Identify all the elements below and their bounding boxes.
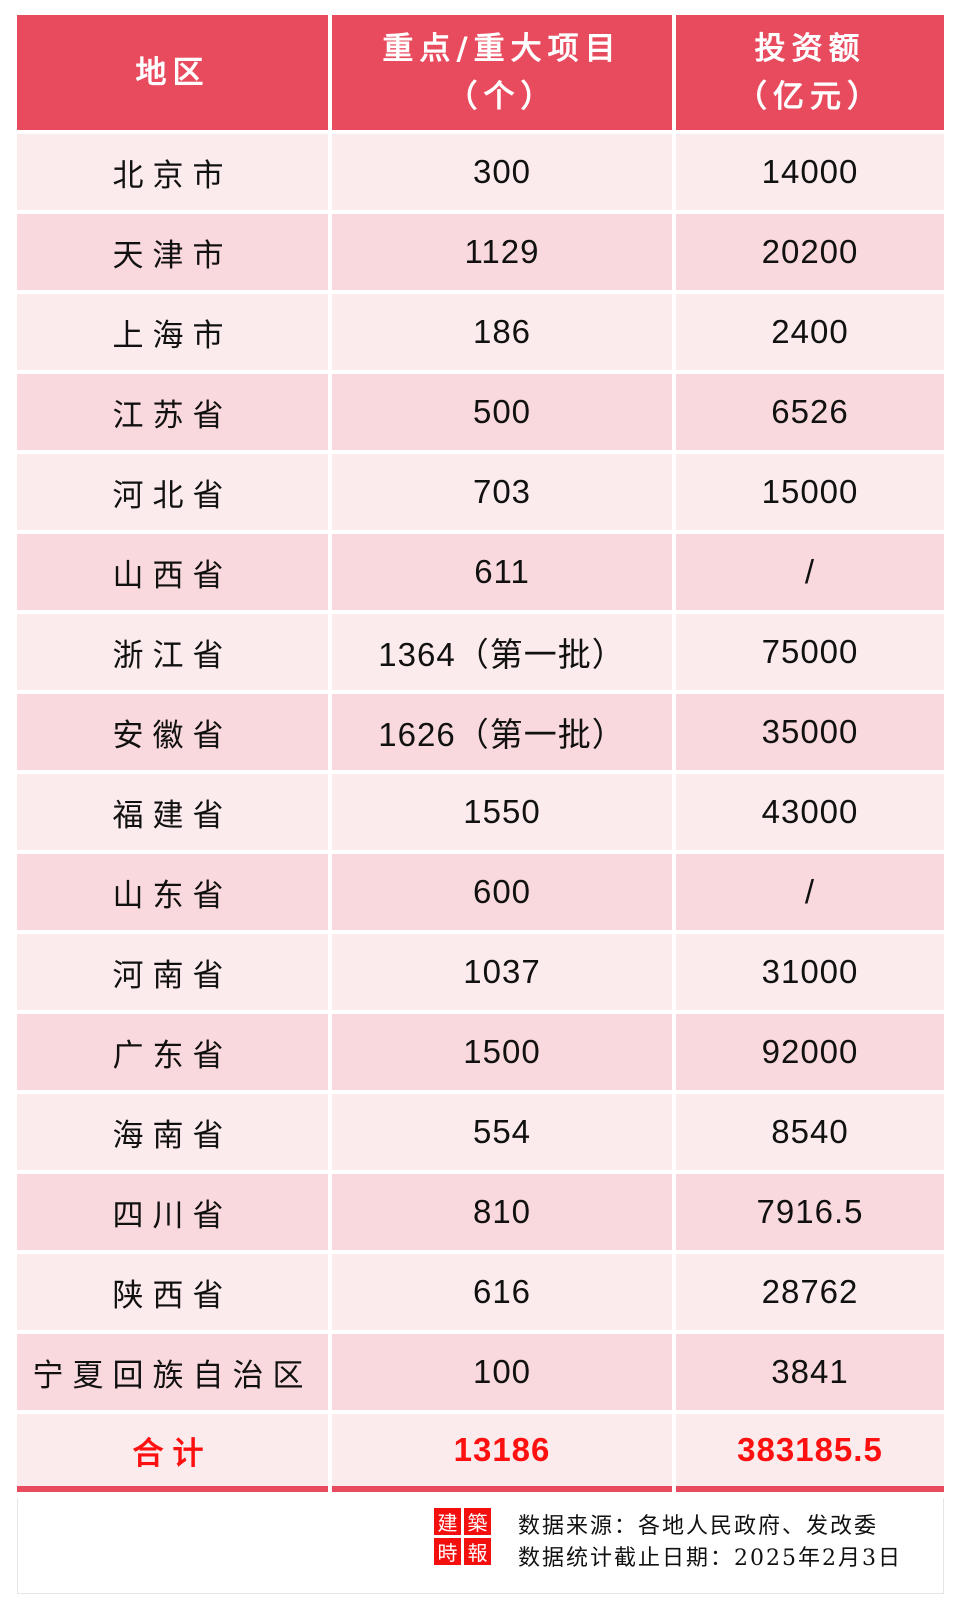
table-row: 安徽省 1626（第一批） 35000 <box>17 694 944 770</box>
header-investment: 投资额 （亿元） <box>676 15 944 130</box>
investment-cell: 8540 <box>676 1094 944 1170</box>
investment-table: 地区 重点/重大项目 （个） 投资额 （亿元） 北京市 300 14000 天津市 11… <box>17 15 944 1492</box>
projects-cell: 554 <box>332 1094 672 1170</box>
investment-cell: 6526 <box>676 374 944 450</box>
region-cell: 山东省 <box>17 854 328 930</box>
table-row: 海南省 554 8540 <box>17 1094 944 1170</box>
investment-cell: 7916.5 <box>676 1174 944 1250</box>
projects-cell: 186 <box>332 294 672 370</box>
investment-cell: 14000 <box>676 134 944 210</box>
table-row: 陕西省 616 28762 <box>17 1254 944 1330</box>
projects-cell: 1500 <box>332 1014 672 1090</box>
investment-cell: 92000 <box>676 1014 944 1090</box>
total-investment: 383185.5 <box>676 1414 944 1492</box>
region-cell: 山西省 <box>17 534 328 610</box>
logo-char: 建 <box>434 1508 461 1535</box>
logo-char: 報 <box>464 1538 491 1565</box>
publisher-logo: 建 築 時 報 <box>434 1508 492 1566</box>
projects-cell: 810 <box>332 1174 672 1250</box>
table-row: 浙江省 1364（第一批） 75000 <box>17 614 944 690</box>
total-label: 合计 <box>17 1414 328 1492</box>
header-region: 地区 <box>17 15 328 130</box>
table-row: 河南省 1037 31000 <box>17 934 944 1010</box>
table-row: 宁夏回族自治区 100 3841 <box>17 1334 944 1410</box>
table-row: 天津市 1129 20200 <box>17 214 944 290</box>
investment-cell: 31000 <box>676 934 944 1010</box>
region-cell: 陕西省 <box>17 1254 328 1330</box>
data-source: 数据来源：各地人民政府、发改委 <box>518 1514 879 1539</box>
region-cell: 江苏省 <box>17 374 328 450</box>
header-projects: 重点/重大项目 （个） <box>332 15 672 130</box>
investment-cell: / <box>676 854 944 930</box>
total-projects: 13186 <box>332 1414 672 1492</box>
region-cell: 宁夏回族自治区 <box>17 1334 328 1410</box>
footer: 建 築 時 報 数据来源：各地人民政府、发改委 数据统计截止日期：2025年2月… <box>17 1498 944 1594</box>
investment-cell: 15000 <box>676 454 944 530</box>
projects-cell: 1550 <box>332 774 672 850</box>
region-cell: 北京市 <box>17 134 328 210</box>
region-cell: 广东省 <box>17 1014 328 1090</box>
region-cell: 安徽省 <box>17 694 328 770</box>
region-cell: 四川省 <box>17 1174 328 1250</box>
header-projects-unit: （个） <box>446 78 558 115</box>
header-projects-label: 重点/重大项目 <box>382 30 622 67</box>
total-row: 合计 13186 383185.5 <box>17 1414 944 1492</box>
projects-cell: 100 <box>332 1334 672 1410</box>
projects-cell: 703 <box>332 454 672 530</box>
investment-cell: 43000 <box>676 774 944 850</box>
table-row: 山东省 600/ <box>17 854 944 930</box>
table-header: 地区 重点/重大项目 （个） 投资额 （亿元） <box>17 15 944 130</box>
projects-cell: 1364（第一批） <box>332 614 672 690</box>
region-cell: 河南省 <box>17 934 328 1010</box>
table-row: 福建省 1550 43000 <box>17 774 944 850</box>
projects-cell: 600 <box>332 854 672 930</box>
projects-cell: 616 <box>332 1254 672 1330</box>
investment-cell: 35000 <box>676 694 944 770</box>
logo-char: 築 <box>464 1508 491 1535</box>
region-cell: 天津市 <box>17 214 328 290</box>
projects-cell: 300 <box>332 134 672 210</box>
investment-cell: 28762 <box>676 1254 944 1330</box>
data-cutoff-date: 数据统计截止日期：2025年2月3日 <box>518 1546 902 1571</box>
projects-cell: 611 <box>332 534 672 610</box>
projects-cell: 1626（第一批） <box>332 694 672 770</box>
table-row: 山西省 611/ <box>17 534 944 610</box>
logo-char: 時 <box>434 1538 461 1565</box>
header-investment-label: 投资额 <box>754 30 866 67</box>
table-row: 四川省 810 7916.5 <box>17 1174 944 1250</box>
investment-cell: 3841 <box>676 1334 944 1410</box>
projects-cell: 500 <box>332 374 672 450</box>
region-cell: 上海市 <box>17 294 328 370</box>
investment-cell: 20200 <box>676 214 944 290</box>
investment-cell: 2400 <box>676 294 944 370</box>
header-investment-unit: （亿元） <box>736 78 884 115</box>
projects-cell: 1037 <box>332 934 672 1010</box>
region-cell: 福建省 <box>17 774 328 850</box>
region-cell: 浙江省 <box>17 614 328 690</box>
investment-cell: / <box>676 534 944 610</box>
table-row: 江苏省 500 6526 <box>17 374 944 450</box>
header-region-label: 地区 <box>135 54 210 91</box>
investment-cell: 75000 <box>676 614 944 690</box>
table-row: 北京市 300 14000 <box>17 134 944 210</box>
region-cell: 海南省 <box>17 1094 328 1170</box>
table-row: 广东省 1500 92000 <box>17 1014 944 1090</box>
table-row: 上海市 186 2400 <box>17 294 944 370</box>
table-body: 北京市 300 14000 天津市 1129 20200 上海市 186 2400 江苏省 500 6… <box>17 134 944 1410</box>
region-cell: 河北省 <box>17 454 328 530</box>
table-row: 河北省 703 15000 <box>17 454 944 530</box>
projects-cell: 1129 <box>332 214 672 290</box>
